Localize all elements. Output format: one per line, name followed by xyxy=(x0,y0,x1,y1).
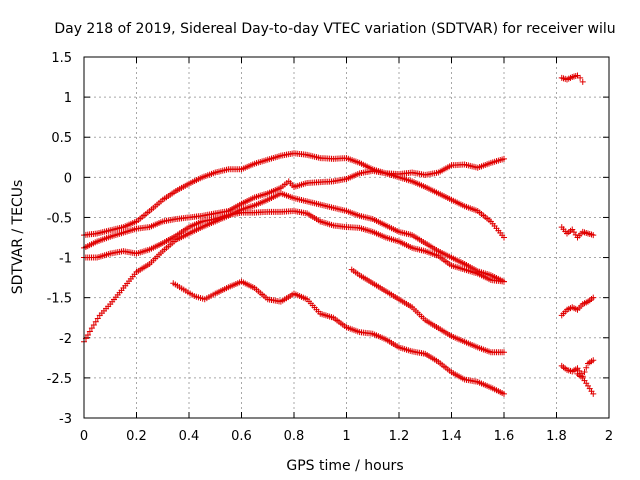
series-track-6 xyxy=(348,266,507,356)
series-late-5 xyxy=(574,370,597,397)
y-tick-label: -3 xyxy=(59,412,72,427)
axis-ticks: 0 0.2 0.4 0.6 0.8 1 1.2 1.4 1.6 1.8 2 -3 -2.5 -2 -1.5 -… xyxy=(47,51,614,444)
y-tick-label: 0 xyxy=(64,171,72,186)
data-point xyxy=(590,232,597,239)
series-late-2 xyxy=(558,224,597,241)
data-point xyxy=(501,155,507,162)
series-late-4 xyxy=(558,357,597,380)
data-point xyxy=(88,325,95,332)
data-points xyxy=(81,72,597,397)
y-tick-label: -2.5 xyxy=(47,372,72,387)
data-point xyxy=(501,278,507,285)
x-tick-label: 1.6 xyxy=(494,429,515,444)
data-point xyxy=(583,364,590,371)
x-tick-label: 2 xyxy=(605,429,613,444)
grid-lines xyxy=(84,57,609,418)
x-tick-label: 0.6 xyxy=(231,429,252,444)
y-axis-label: SDTVAR / TECUs xyxy=(10,180,26,295)
data-point xyxy=(577,74,584,81)
data-point xyxy=(501,349,507,356)
data-point xyxy=(501,234,507,241)
x-tick-label: 0.8 xyxy=(284,429,305,444)
data-point xyxy=(90,321,97,328)
data-point xyxy=(581,369,588,376)
data-point xyxy=(579,78,586,85)
x-tick-label: 0.4 xyxy=(179,429,200,444)
x-tick-label: 0.2 xyxy=(126,429,147,444)
y-tick-label: 0.5 xyxy=(51,131,72,146)
data-point xyxy=(86,328,93,335)
data-point xyxy=(92,318,99,325)
y-tick-label: -1 xyxy=(59,252,72,267)
x-tick-label: 0 xyxy=(80,429,88,444)
data-point xyxy=(94,315,101,322)
x-tick-label: 1.2 xyxy=(389,429,410,444)
plot-frame xyxy=(83,56,610,419)
x-tick-label: 1 xyxy=(342,429,350,444)
y-tick-label: 1.5 xyxy=(51,51,72,66)
data-point xyxy=(590,357,597,364)
data-point xyxy=(590,294,597,301)
series-late-3 xyxy=(558,294,597,319)
y-tick-label: -1.5 xyxy=(47,292,72,307)
x-tick-label: 1.4 xyxy=(441,429,462,444)
y-tick-label: 1 xyxy=(64,91,72,106)
x-tick-label: 1.8 xyxy=(546,429,567,444)
y-tick-label: -0.5 xyxy=(47,211,72,226)
y-tick-label: -2 xyxy=(59,332,72,347)
series-track-5 xyxy=(170,278,507,397)
data-point xyxy=(590,390,597,397)
series-track-2 xyxy=(81,167,507,251)
x-axis-label: GPS time / hours xyxy=(286,458,403,474)
data-point xyxy=(84,331,91,338)
series-late-1 xyxy=(558,72,586,85)
series-track-4 xyxy=(81,190,507,345)
chart-title: Day 218 of 2019, Sidereal Day-to-day VTE… xyxy=(54,21,615,37)
data-point xyxy=(501,390,507,397)
series-track-1 xyxy=(81,150,507,239)
